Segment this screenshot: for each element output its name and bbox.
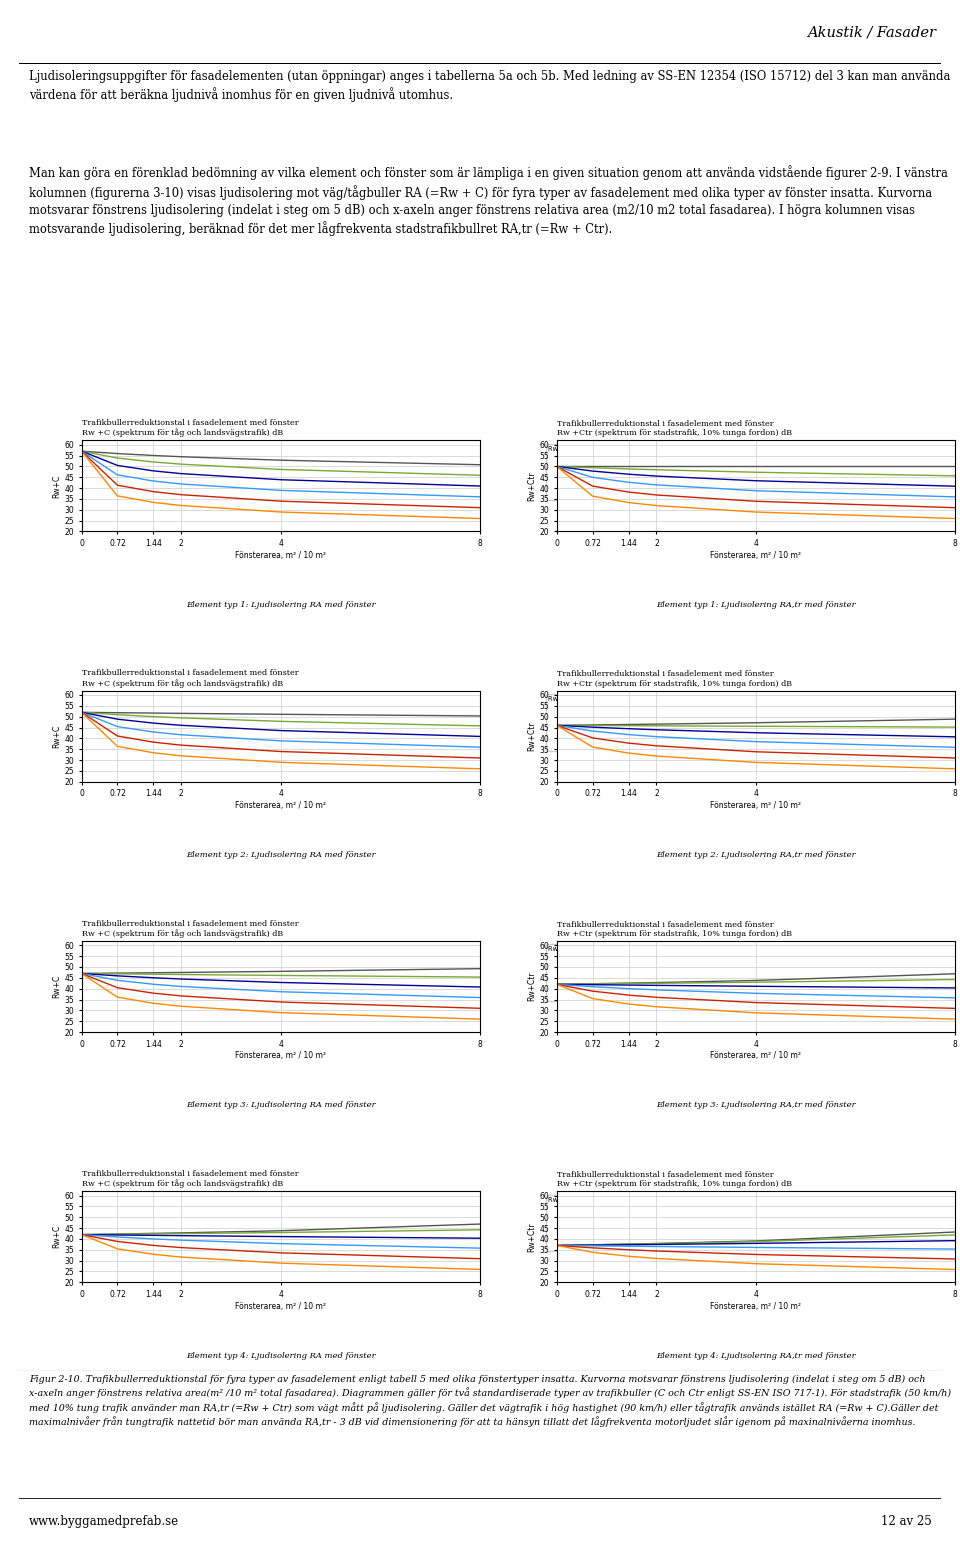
Text: Trafikbullerreduktionstal i fasadelement med fönster
Rw +C (spektrum för tåg och: Trafikbullerreduktionstal i fasadelement… (82, 669, 299, 688)
Text: Trafikbullerreduktionstal i fasadelement med fönster
Rw +C (spektrum för tåg och: Trafikbullerreduktionstal i fasadelement… (82, 919, 299, 938)
X-axis label: Fönsterarea, m² / 10 m²: Fönsterarea, m² / 10 m² (710, 1302, 802, 1310)
Text: Element typ 4: Ljudisolering RA med fönster: Element typ 4: Ljudisolering RA med föns… (186, 1352, 375, 1360)
X-axis label: Fönsterarea, m² / 10 m²: Fönsterarea, m² / 10 m² (710, 1052, 802, 1060)
Text: Ljudisoleringsuppgifter för fasadelementen (utan öppningar) anges i tabellerna 5: Ljudisoleringsuppgifter för fasadelement… (29, 70, 950, 102)
Y-axis label: Rw+Ctr: Rw+Ctr (528, 722, 537, 751)
Legend: 50, 45, 40, 35, 30, 25: 50, 45, 40, 35, 30, 25 (546, 694, 596, 751)
Legend: 50, 45, 40, 35, 30, 25: 50, 45, 40, 35, 30, 25 (546, 944, 596, 1001)
Legend: 50, 45, 40, 35, 30, 25: 50, 45, 40, 35, 30, 25 (546, 443, 596, 501)
Text: Element typ 3: Ljudisolering RA,tr med fönster: Element typ 3: Ljudisolering RA,tr med f… (657, 1102, 855, 1109)
Text: Trafikbullerreduktionstal i fasadelement med fönster
Rw +Ctr (spektrum för stads: Trafikbullerreduktionstal i fasadelement… (557, 671, 792, 688)
X-axis label: Fönsterarea, m² / 10 m²: Fönsterarea, m² / 10 m² (235, 1302, 326, 1310)
Text: Element typ 3: Ljudisolering RA med fönster: Element typ 3: Ljudisolering RA med föns… (186, 1102, 375, 1109)
Text: Element typ 1: Ljudisolering RA med fönster: Element typ 1: Ljudisolering RA med föns… (186, 601, 375, 609)
X-axis label: Fönsterarea, m² / 10 m²: Fönsterarea, m² / 10 m² (235, 1052, 326, 1060)
X-axis label: Fönsterarea, m² / 10 m²: Fönsterarea, m² / 10 m² (235, 552, 326, 559)
Text: Trafikbullerreduktionstal i fasadelement med fönster
Rw +Ctr (spektrum för stads: Trafikbullerreduktionstal i fasadelement… (557, 1171, 792, 1188)
X-axis label: Fönsterarea, m² / 10 m²: Fönsterarea, m² / 10 m² (710, 802, 802, 810)
Text: Element typ 2: Ljudisolering RA,tr med fönster: Element typ 2: Ljudisolering RA,tr med f… (657, 851, 855, 859)
Y-axis label: Rw+C: Rw+C (53, 725, 61, 748)
Text: Element typ 4: Ljudisolering RA,tr med fönster: Element typ 4: Ljudisolering RA,tr med f… (657, 1352, 855, 1360)
Y-axis label: Rw+Ctr: Rw+Ctr (528, 471, 537, 501)
X-axis label: Fönsterarea, m² / 10 m²: Fönsterarea, m² / 10 m² (235, 802, 326, 810)
Y-axis label: Rw+C: Rw+C (53, 975, 61, 998)
X-axis label: Fönsterarea, m² / 10 m²: Fönsterarea, m² / 10 m² (710, 552, 802, 559)
Y-axis label: Rw+Ctr: Rw+Ctr (528, 1222, 537, 1251)
Y-axis label: Rw+C: Rw+C (53, 1225, 61, 1248)
Text: Element typ 2: Ljudisolering RA med fönster: Element typ 2: Ljudisolering RA med föns… (186, 851, 375, 859)
Text: Man kan göra en förenklad bedömning av vilka element och fönster som är lämpliga: Man kan göra en förenklad bedömning av v… (29, 165, 948, 236)
Text: www.byggamedprefab.se: www.byggamedprefab.se (29, 1514, 179, 1528)
Text: Figur 2-10. Trafikbullerreduktionstal för fyra typer av fasadelement enligt tabe: Figur 2-10. Trafikbullerreduktionstal fö… (29, 1375, 951, 1428)
Text: Trafikbullerreduktionstal i fasadelement med fönster
Rw +C (spektrum för tåg och: Trafikbullerreduktionstal i fasadelement… (82, 419, 299, 437)
Legend: 50, 45, 40, 35, 30, 25: 50, 45, 40, 35, 30, 25 (546, 1194, 596, 1251)
Y-axis label: Rw+Ctr: Rw+Ctr (528, 972, 537, 1001)
Text: Akustik / Fasader: Akustik / Fasader (807, 25, 936, 39)
Text: Trafikbullerreduktionstal i fasadelement med fönster
Rw +C (spektrum för tåg och: Trafikbullerreduktionstal i fasadelement… (82, 1170, 299, 1188)
Text: Trafikbullerreduktionstal i fasadelement med fönster
Rw +Ctr (spektrum för stads: Trafikbullerreduktionstal i fasadelement… (557, 420, 792, 437)
Text: 12 av 25: 12 av 25 (881, 1514, 931, 1528)
Y-axis label: Rw+C: Rw+C (53, 474, 61, 497)
Text: Element typ 1: Ljudisolering RA,tr med fönster: Element typ 1: Ljudisolering RA,tr med f… (657, 601, 855, 609)
Text: Trafikbullerreduktionstal i fasadelement med fönster
Rw +Ctr (spektrum för stads: Trafikbullerreduktionstal i fasadelement… (557, 921, 792, 938)
